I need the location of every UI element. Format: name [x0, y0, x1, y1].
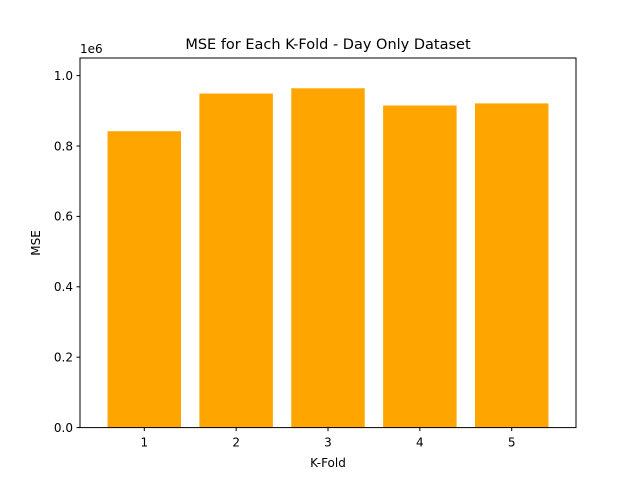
y-tick-label: 0.6 — [54, 210, 73, 224]
x-tick-label: 1 — [140, 436, 148, 450]
bar-5 — [474, 103, 549, 428]
bar-3 — [291, 88, 365, 428]
y-axis: 0.0 0.2 0.4 0.6 0.8 1.0 — [54, 69, 80, 435]
y-tick-label: 0.2 — [54, 351, 73, 365]
bar-4 — [383, 105, 457, 428]
x-tick-label: 4 — [416, 436, 424, 450]
y-axis-label: MSE — [29, 230, 43, 256]
x-axis-label: K-Fold — [310, 456, 346, 470]
chart-title: MSE for Each K-Fold - Day Only Dataset — [185, 37, 471, 53]
y-tick-label: 0.8 — [54, 139, 73, 153]
bar-2 — [199, 93, 273, 428]
x-axis: 1 2 3 4 5 — [140, 427, 516, 450]
y-tick-label: 1.0 — [54, 69, 73, 83]
y-tick-label: 0.0 — [54, 421, 73, 435]
x-tick-label: 3 — [324, 436, 332, 450]
bar-1 — [107, 131, 182, 428]
x-tick-label: 2 — [232, 436, 240, 450]
y-axis-scale-label: 1e6 — [80, 42, 103, 56]
bars-layer — [107, 88, 549, 428]
x-tick-label: 5 — [508, 436, 516, 450]
y-tick-label: 0.4 — [54, 280, 73, 294]
